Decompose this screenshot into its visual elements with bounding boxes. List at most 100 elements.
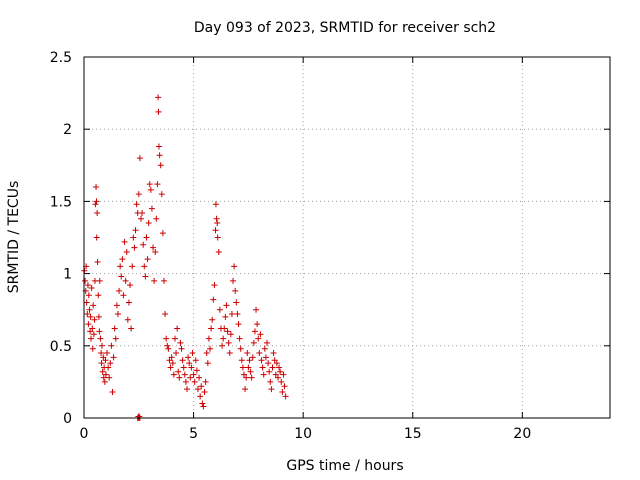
data-point	[221, 325, 228, 332]
data-point	[204, 360, 211, 367]
data-point	[253, 306, 260, 313]
data-point	[216, 306, 223, 313]
data-point	[164, 342, 171, 349]
data-point	[184, 386, 191, 393]
data-point	[201, 389, 208, 396]
data-point	[90, 331, 97, 338]
data-point	[135, 191, 142, 198]
data-point	[215, 248, 222, 255]
data-point	[143, 234, 150, 241]
data-point	[82, 277, 89, 284]
data-point	[186, 360, 193, 367]
data-point	[250, 339, 257, 346]
data-point	[257, 331, 264, 338]
data-point	[113, 302, 120, 309]
data-point	[94, 259, 101, 266]
data-point	[194, 386, 201, 393]
data-point	[192, 357, 199, 364]
data-point	[208, 325, 215, 332]
data-point	[147, 186, 154, 193]
data-point	[136, 155, 143, 162]
data-point	[264, 339, 271, 346]
x-axis-title: GPS time / hours	[286, 458, 403, 474]
data-point	[199, 400, 206, 407]
data-point	[185, 354, 192, 361]
data-point	[155, 108, 162, 115]
data-point	[97, 335, 104, 342]
data-point	[144, 256, 151, 263]
y-axis-title: SRMTID / TECUs	[6, 181, 22, 294]
data-point	[202, 378, 209, 385]
data-point	[152, 248, 159, 255]
data-point	[155, 94, 162, 101]
data-point	[162, 311, 169, 318]
data-point	[280, 371, 287, 378]
data-point	[148, 205, 155, 212]
data-point	[102, 371, 109, 378]
data-point	[124, 316, 131, 323]
data-point	[276, 364, 283, 371]
data-point	[177, 339, 184, 346]
data-point	[119, 256, 126, 263]
data-point	[165, 345, 172, 352]
data-point	[225, 339, 232, 346]
data-point	[99, 368, 106, 375]
data-point	[246, 357, 253, 364]
x-tick-label: 20	[513, 426, 531, 442]
data-point	[170, 371, 177, 378]
data-point	[86, 306, 93, 313]
data-point	[129, 263, 136, 270]
data-point	[181, 371, 188, 378]
data-point	[282, 393, 289, 400]
data-point	[130, 234, 137, 241]
data-point	[235, 321, 242, 328]
data-point	[236, 335, 243, 342]
data-point	[214, 234, 221, 241]
y-tick-label: 0	[63, 411, 72, 427]
data-point	[137, 215, 144, 222]
data-point	[270, 350, 277, 357]
data-point	[84, 311, 91, 318]
data-point	[125, 299, 132, 306]
data-point	[247, 368, 254, 375]
data-point	[146, 181, 153, 188]
data-point	[268, 386, 275, 393]
data-point	[123, 248, 130, 255]
data-point	[238, 357, 245, 364]
data-point	[211, 282, 218, 289]
data-point	[205, 335, 212, 342]
data-point	[203, 350, 210, 357]
data-point	[109, 389, 116, 396]
data-point	[262, 354, 269, 361]
data-point	[141, 263, 148, 270]
data-point	[214, 220, 221, 227]
data-point	[91, 316, 98, 323]
data-point	[277, 368, 284, 375]
data-point	[173, 350, 180, 357]
x-tick-label: 15	[404, 426, 422, 442]
data-point	[89, 325, 96, 332]
data-point	[188, 364, 195, 371]
data-point	[243, 374, 250, 381]
data-point	[98, 342, 105, 349]
data-point	[116, 287, 123, 294]
data-point	[281, 383, 288, 390]
data-point	[230, 277, 237, 284]
data-point	[121, 238, 128, 245]
data-point	[127, 282, 134, 289]
x-tick-label: 5	[189, 426, 198, 442]
data-point	[105, 364, 112, 371]
data-point	[110, 354, 117, 361]
data-point	[150, 244, 157, 251]
data-point	[178, 345, 185, 352]
data-point	[145, 220, 152, 227]
data-point	[224, 328, 231, 335]
data-point	[136, 413, 143, 420]
data-point	[171, 335, 178, 342]
data-point	[122, 277, 129, 284]
data-point	[190, 371, 197, 378]
data-point	[251, 328, 258, 335]
chart-title: Day 093 of 2023, SRMTID for receiver sch…	[194, 20, 496, 36]
data-point	[196, 374, 203, 381]
data-point	[96, 328, 103, 335]
